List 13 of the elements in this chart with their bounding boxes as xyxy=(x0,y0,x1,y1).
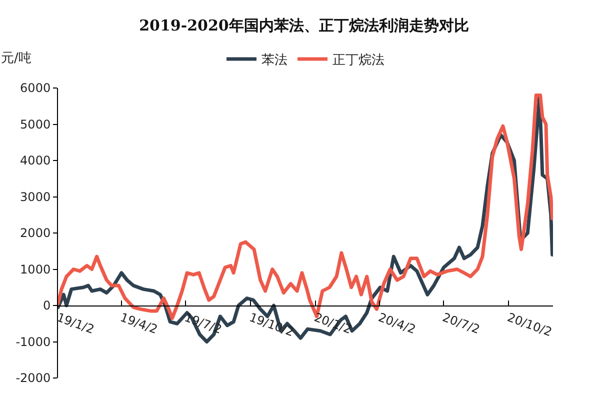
legend-label: 苯法 xyxy=(262,53,288,68)
text: 元/吨 xyxy=(1,51,32,66)
y-tick-label: 6000 xyxy=(20,81,51,96)
y-tick-label: 2000 xyxy=(20,226,51,240)
y-tick-label: 3000 xyxy=(20,190,51,204)
y-tick-label: 4000 xyxy=(20,154,51,168)
y-tick-label: 1000 xyxy=(20,262,51,276)
y-tick-label: -1000 xyxy=(16,334,51,349)
chart-title: 2019-2020年国内苯法、正丁烷法利润走势对比 xyxy=(139,16,469,34)
y-tick-label: -2000 xyxy=(16,371,51,386)
legend-label: 正丁烷法 xyxy=(332,53,384,68)
y-tick-label: 5000 xyxy=(20,117,51,132)
y-tick-label: 0 xyxy=(42,298,51,313)
